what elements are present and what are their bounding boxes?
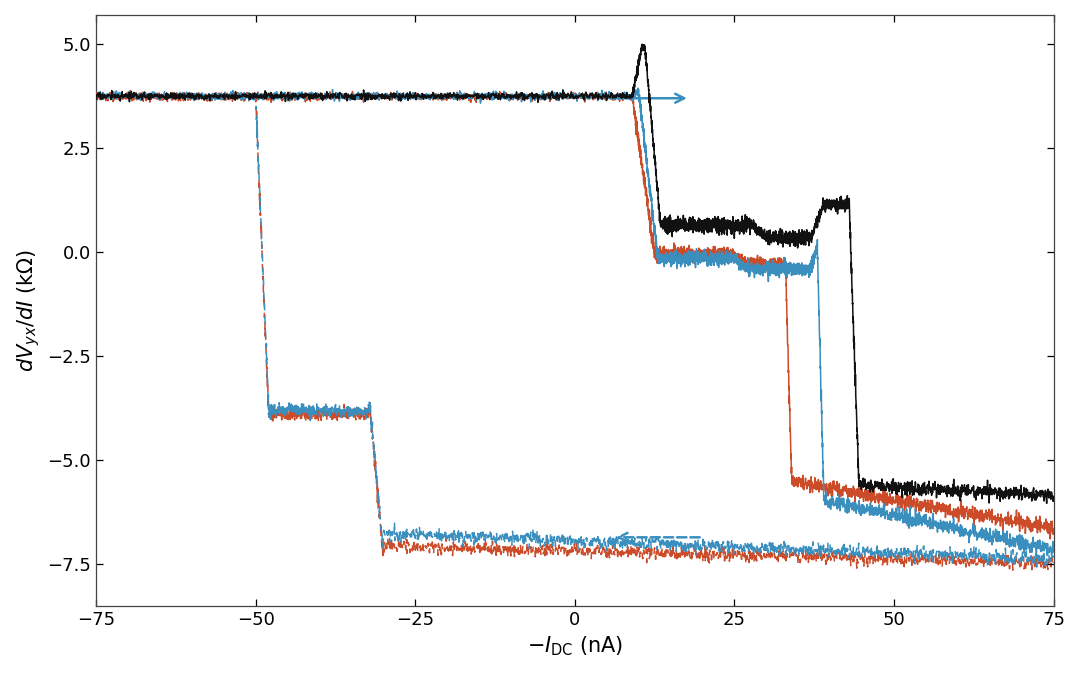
X-axis label: $-I_{\mathrm{DC}}$ (nA): $-I_{\mathrm{DC}}$ (nA) [527, 635, 623, 658]
Y-axis label: $dV_{yx}/dI$ (k$\Omega$): $dV_{yx}/dI$ (k$\Omega$) [15, 249, 42, 372]
